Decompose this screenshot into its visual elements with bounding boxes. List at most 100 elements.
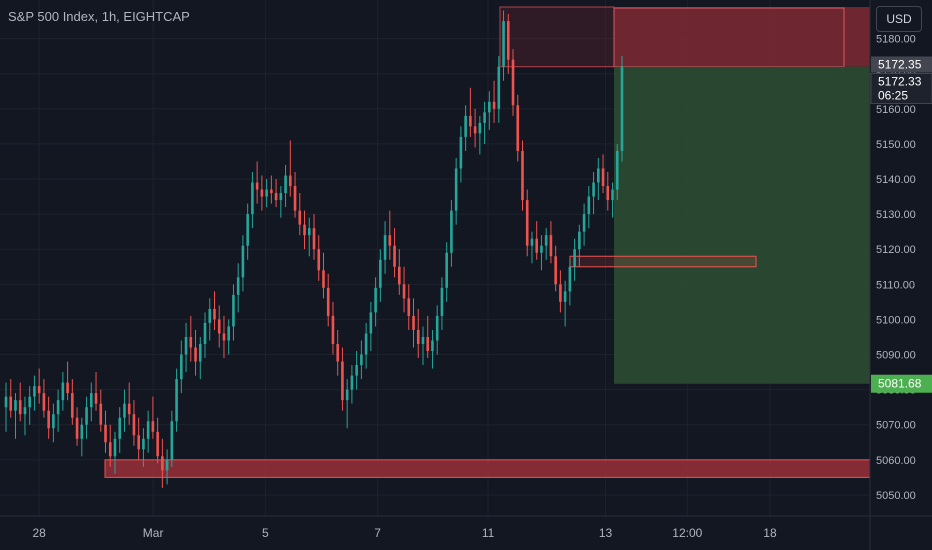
- candle-body: [578, 231, 581, 250]
- candle-body: [464, 115, 467, 137]
- candle-body: [535, 238, 539, 253]
- candle-body: [289, 175, 292, 187]
- candle-body: [184, 336, 188, 355]
- countdown-label: 06:25: [878, 88, 908, 102]
- candle-body: [236, 277, 240, 295]
- y-tick-label: 5180.00: [876, 34, 916, 46]
- candle-body: [89, 393, 93, 408]
- candle-body: [33, 386, 36, 397]
- candle-body: [161, 456, 164, 471]
- candle-body: [540, 245, 543, 253]
- current-price-bg: [870, 72, 932, 104]
- candle-body: [601, 168, 605, 187]
- entry-zone: [569, 255, 757, 268]
- y-tick-label: 5120.00: [876, 244, 916, 256]
- currency-button[interactable]: USD: [876, 6, 922, 32]
- candle-body: [180, 354, 183, 380]
- candle-body: [47, 410, 50, 429]
- x-tick-label: Mar: [143, 526, 164, 540]
- candle-body: [369, 312, 373, 334]
- candle-body: [127, 403, 131, 415]
- candle-body: [75, 417, 79, 439]
- candle-body: [241, 245, 245, 278]
- x-tick-label: 28: [32, 526, 46, 540]
- candle-body: [620, 66, 624, 151]
- candle-body: [402, 284, 406, 299]
- y-tick-label: 5100.00: [876, 314, 916, 326]
- candle-body: [592, 182, 595, 197]
- candle-body: [213, 308, 216, 320]
- candle-body: [298, 210, 302, 225]
- candle-body: [393, 245, 396, 267]
- candle-body: [255, 182, 259, 190]
- candle-body: [52, 414, 55, 429]
- target-price-label: 5081.68: [878, 377, 922, 391]
- candle-body: [151, 421, 155, 432]
- candle-body: [492, 101, 496, 109]
- candle-body: [450, 210, 453, 253]
- candle-body: [445, 252, 448, 288]
- candle-body: [28, 396, 31, 408]
- x-tick-label: 18: [763, 526, 777, 540]
- candle-body: [146, 421, 150, 439]
- y-tick-label: 5160.00: [876, 104, 916, 116]
- candle-body: [85, 407, 88, 425]
- candle-body: [435, 315, 439, 341]
- candle-body: [421, 336, 425, 344]
- candle-body: [71, 393, 74, 418]
- candle-body: [336, 344, 339, 362]
- candle-body: [412, 315, 415, 330]
- target-price-bg: [871, 374, 932, 393]
- candle-body: [597, 168, 600, 183]
- candle-body: [303, 224, 306, 236]
- candle-body: [260, 189, 264, 197]
- candle-body: [142, 438, 145, 450]
- y-tick-label: 5070.00: [876, 420, 916, 432]
- candle-body: [9, 396, 13, 411]
- candle-body: [270, 189, 273, 194]
- y-tick-label: 5130.00: [876, 209, 916, 221]
- y-tick-label: 5090.00: [876, 350, 916, 362]
- candle-body: [94, 393, 98, 404]
- candle-body: [416, 329, 420, 344]
- candle-body: [587, 196, 591, 215]
- candle-body: [431, 340, 434, 352]
- y-tick-label: 5050.00: [876, 490, 916, 502]
- candle-body: [61, 382, 65, 401]
- candle-body: [407, 298, 411, 316]
- upper-price-bg: [871, 56, 932, 73]
- candle-body: [274, 193, 278, 201]
- candle-body: [341, 361, 344, 401]
- candle-body: [459, 136, 463, 169]
- candle-body: [265, 189, 268, 197]
- stop-zone: [614, 7, 870, 67]
- y-tick-label: 5060.00: [876, 455, 916, 467]
- candle-body: [488, 101, 491, 113]
- candle-body: [521, 150, 524, 201]
- candle-body: [326, 287, 330, 316]
- candle-body: [198, 344, 202, 362]
- x-tick-label: 7: [374, 526, 381, 540]
- candle-body: [18, 400, 22, 415]
- chart-title: S&P 500 Index, 1h, EIGHTCAP: [8, 9, 190, 24]
- candle-body: [563, 291, 567, 302]
- candle-body: [80, 424, 84, 439]
- x-tick-label: 11: [482, 526, 495, 540]
- y-tick-label: 5110.00: [876, 279, 915, 291]
- candle-body: [170, 421, 174, 460]
- candle-body: [208, 308, 212, 323]
- candle-body: [42, 393, 46, 411]
- candle-body: [549, 235, 553, 257]
- candle-body: [14, 400, 17, 411]
- candle-body: [516, 105, 520, 151]
- candle-body: [123, 403, 126, 418]
- candle-body: [137, 435, 140, 450]
- candle-body: [383, 235, 387, 260]
- candle-body: [317, 249, 321, 271]
- candle-body: [104, 424, 107, 443]
- candle-body: [175, 379, 178, 422]
- x-tick-label: 12:00: [672, 526, 702, 540]
- candle-body: [497, 66, 501, 109]
